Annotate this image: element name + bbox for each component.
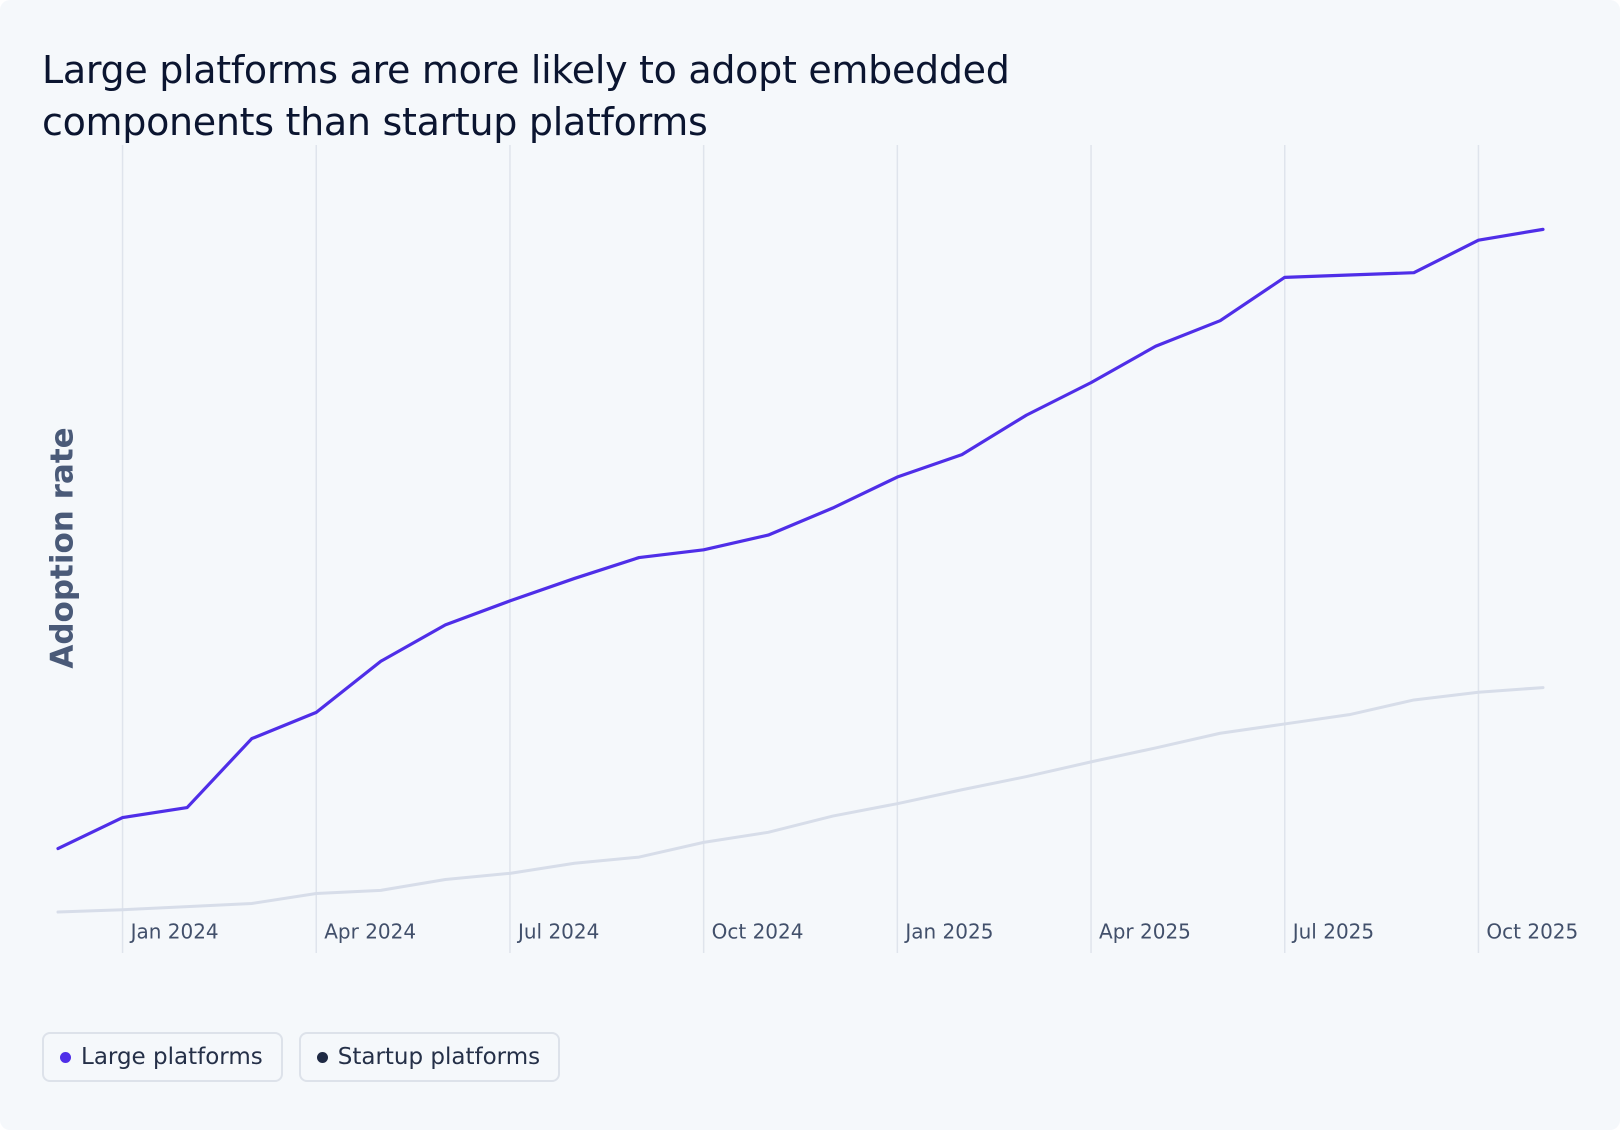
x-tick-label: Jul 2024 [516, 920, 599, 944]
legend-item[interactable]: Large platforms [42, 1032, 283, 1082]
x-tick-label: Jul 2025 [1291, 920, 1374, 944]
series-line [56, 686, 1545, 914]
x-tick-label: Apr 2024 [324, 920, 416, 944]
y-axis-label: Adoption rate [45, 427, 81, 668]
x-tick-label: Oct 2025 [1486, 920, 1578, 944]
legend-marker [316, 1051, 328, 1063]
legend: Large platforms Startup platforms [42, 1032, 561, 1082]
legend-label: Startup platforms [337, 1044, 541, 1070]
x-tick-label: Jan 2024 [129, 920, 219, 944]
x-tick-label: Oct 2024 [712, 920, 804, 944]
legend-marker [60, 1051, 71, 1063]
x-tick-label: Apr 2025 [1099, 920, 1191, 944]
chart-title: Large platforms are more likely to adopt… [42, 48, 1010, 144]
chart: Adoption rate Jan 2024 Apr 2024 Jul 2024 Oc… [45, 145, 1578, 953]
series-line [56, 227, 1545, 851]
x-tick-label: Jan 2025 [903, 920, 993, 944]
legend-item[interactable]: Startup platforms [298, 1032, 561, 1082]
legend-label: Large platforms [81, 1044, 263, 1070]
